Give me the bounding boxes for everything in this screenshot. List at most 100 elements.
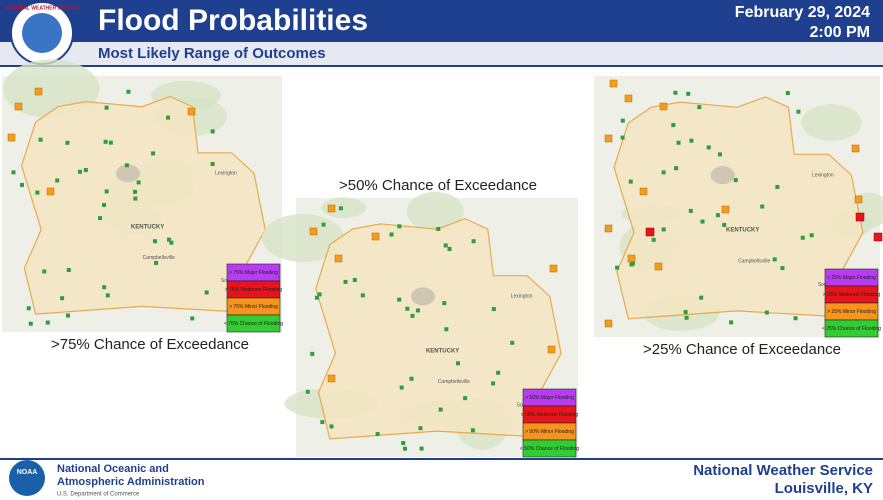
legend-label: < 50% Chance of Flooding — [520, 446, 579, 452]
gauge-green — [124, 163, 129, 168]
time: 2:00 PM — [810, 24, 870, 41]
gauge-green — [55, 178, 60, 183]
gauge-green — [397, 297, 402, 302]
gauge-green — [103, 139, 108, 144]
gauge-green — [419, 446, 424, 451]
gauge-green — [399, 385, 404, 390]
gauge-green — [620, 135, 625, 140]
gauge-green — [793, 316, 798, 321]
gauge-green — [360, 293, 365, 298]
gauge-green — [314, 295, 319, 300]
map-label: KENTUCKY — [131, 225, 164, 231]
gauge-red — [855, 212, 865, 222]
gauge-green — [785, 91, 790, 96]
noaa-logo-text: NOAA — [17, 469, 38, 476]
gauge-green — [108, 140, 113, 145]
gauge-green — [699, 295, 704, 300]
header-bar — [0, 0, 883, 42]
gauge-green — [329, 424, 334, 429]
region-outline — [315, 218, 562, 440]
gauge-green — [729, 320, 734, 325]
gauge-orange — [14, 102, 23, 111]
gauge-orange — [604, 319, 613, 328]
gauge-orange — [624, 94, 633, 103]
gauge-green — [42, 269, 47, 274]
map-label: KENTUCKY — [426, 348, 459, 354]
legend-swatch — [522, 439, 577, 458]
map-label: Campbellsville — [438, 379, 470, 385]
map-label: Lexington — [812, 173, 834, 179]
panel-caption: >75% Chance of Exceedance — [51, 336, 249, 353]
gauge-green — [796, 109, 801, 114]
gauge-red — [873, 232, 883, 242]
gauge-green — [686, 91, 691, 96]
gauge-green — [775, 184, 780, 189]
gauge-green — [136, 180, 141, 185]
gauge-green — [152, 239, 157, 244]
gauge-green — [20, 182, 25, 187]
gauge-green — [317, 292, 322, 297]
gauge-green — [102, 202, 107, 207]
gauge-green — [77, 169, 82, 174]
map-label: Lexington — [511, 294, 533, 300]
gauge-green — [673, 90, 678, 95]
gauge-orange — [609, 79, 618, 88]
gauge-green — [389, 232, 394, 237]
gauge-green — [98, 216, 103, 221]
gauge-orange — [639, 187, 648, 196]
legend-label: > 75% Major Flooding — [229, 270, 278, 276]
gauge-green — [405, 306, 410, 311]
gauge-green — [684, 315, 689, 320]
gauge-green — [760, 204, 765, 209]
gauge-orange — [187, 107, 196, 116]
gauge-green — [210, 161, 215, 166]
gauge-green — [722, 222, 727, 227]
legend-swatch — [824, 319, 879, 338]
terrain — [801, 104, 862, 141]
gauge-green — [491, 307, 496, 312]
gauge-green — [683, 309, 688, 314]
legend-label: > 75% Minor Flooding — [229, 304, 278, 310]
gauge-green — [620, 118, 625, 123]
gauge-green — [772, 257, 777, 262]
gauge-green — [442, 301, 447, 306]
gauge-green — [38, 137, 43, 142]
gauge-green — [45, 320, 50, 325]
region-outline — [613, 96, 864, 320]
gauge-orange — [309, 227, 318, 236]
gauge-green — [402, 446, 407, 451]
gauge-orange — [327, 374, 336, 383]
legend-label: < 25% Chance of Flooding — [822, 326, 881, 332]
gauge-green — [688, 208, 693, 213]
gauge-green — [66, 267, 71, 272]
gauge-green — [166, 237, 171, 242]
gauge-orange — [659, 102, 668, 111]
panel-caption: >50% Chance of Exceedance — [339, 177, 537, 194]
gauge-green — [154, 260, 159, 265]
city — [710, 166, 735, 185]
legend-swatch — [226, 314, 281, 333]
gauge-green — [443, 243, 448, 248]
gauge-green — [105, 293, 110, 298]
gauge-green — [733, 178, 738, 183]
gauge-orange — [547, 345, 556, 354]
legend-label: > 50% Minor Flooding — [525, 429, 574, 435]
gauge-green — [800, 235, 805, 240]
gauge-green — [104, 189, 109, 194]
date: February 29, 2024 — [735, 4, 870, 21]
gauge-green — [780, 266, 785, 271]
title: Flood Probabilities — [98, 4, 368, 37]
gauge-orange — [721, 205, 730, 214]
gauge-green — [66, 313, 71, 318]
gauge-green — [401, 440, 406, 445]
gauge-green — [676, 140, 681, 145]
panels: LexingtonKENTUCKYCampbellsvilleSomersetL… — [2, 59, 883, 458]
gauge-green — [418, 426, 423, 431]
gauge-orange — [371, 232, 380, 241]
office: Louisville, KY — [775, 480, 873, 497]
gauge-green — [166, 115, 171, 120]
legend-label: > 25% Major Flooding — [827, 275, 876, 281]
gauge-orange — [46, 187, 55, 196]
map-label: Campbellsville — [143, 255, 175, 261]
gauge-green — [210, 129, 215, 134]
